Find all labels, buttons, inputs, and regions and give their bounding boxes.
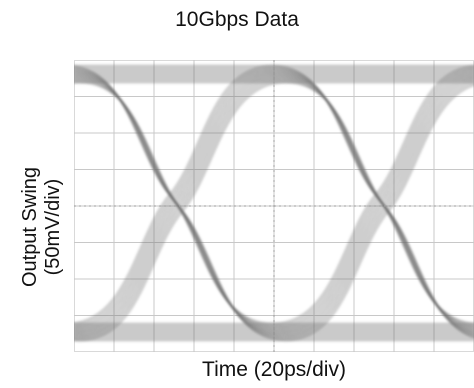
y-axis-label-line1: Output Swing [19,166,41,288]
center-crosshair [74,60,474,352]
eye-trace-falling [285,81,474,339]
x-axis-label: Time (20ps/div) [202,358,346,381]
eye-trace-falling [79,81,286,342]
eye-diagram-plot [74,60,474,352]
chart-title: 10Gbps Data [175,8,299,31]
y-axis-label: Output Swing (50mV/div) [19,107,65,347]
y-axis-label-line2: (50mV/div) [42,178,64,276]
